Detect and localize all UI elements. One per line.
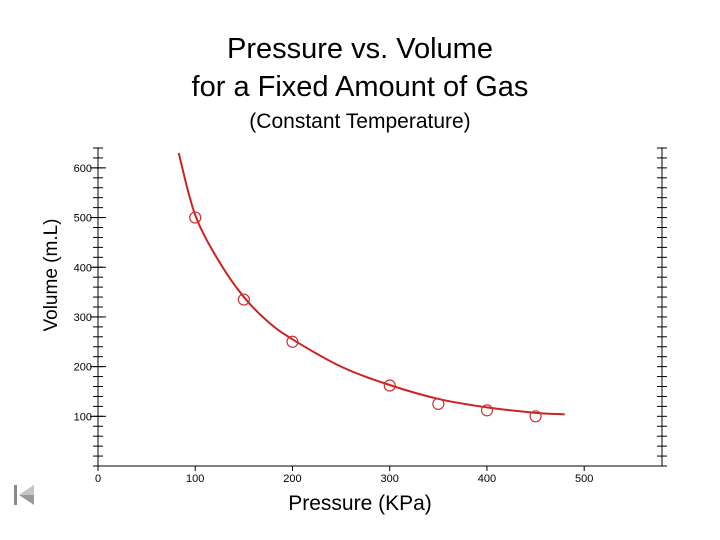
- x-tick-label: 100: [186, 473, 204, 485]
- data-point: [529, 410, 542, 423]
- chart-subtitle: (Constant Temperature): [249, 110, 471, 133]
- y-tick-label: 600: [74, 163, 92, 175]
- y-tick-label: 200: [74, 362, 92, 374]
- data-point: [237, 293, 250, 306]
- y-tick-label: 100: [74, 411, 92, 423]
- x-axis-label: Pressure (KPa): [288, 492, 432, 515]
- skip-back-icon[interactable]: [12, 483, 36, 507]
- x-tick-label: 300: [381, 473, 399, 485]
- data-point: [480, 404, 494, 417]
- chart-axes: 100 200 300 400 500 600 0 100 200 300 400 500: [74, 147, 667, 485]
- data-points-layer: [189, 211, 542, 423]
- data-point: [383, 379, 396, 392]
- fit-curve-layer: [177, 152, 565, 416]
- y-tick-label: 500: [74, 213, 92, 225]
- data-point: [189, 211, 202, 224]
- x-tick-label: 400: [478, 473, 496, 485]
- x-tick-label: 0: [95, 473, 101, 485]
- x-tick-label: 200: [283, 473, 301, 485]
- chart-title-line-2: for a Fixed Amount of Gas: [191, 71, 529, 103]
- y-tick-label: 400: [74, 262, 92, 274]
- y-axis-label: Volume (m.L): [41, 218, 62, 332]
- chart-title-line-1: Pressure vs. Volume: [227, 33, 493, 65]
- fit-curve-line: [177, 152, 565, 416]
- y-tick-label: 300: [74, 312, 92, 324]
- data-point: [286, 335, 299, 348]
- data-point: [432, 397, 445, 410]
- x-tick-label: 500: [575, 473, 593, 485]
